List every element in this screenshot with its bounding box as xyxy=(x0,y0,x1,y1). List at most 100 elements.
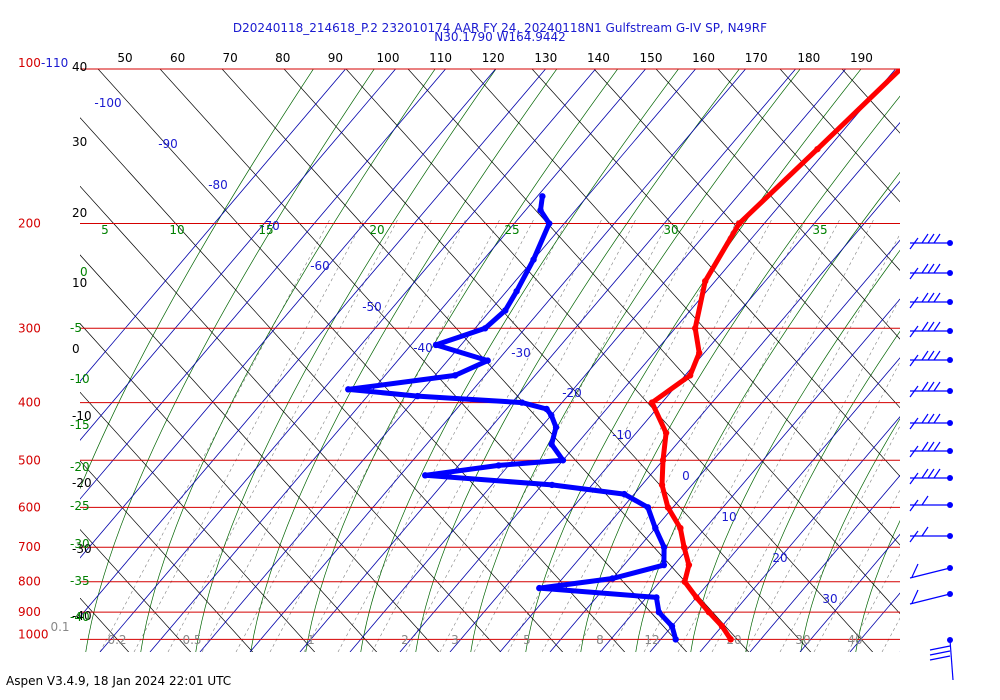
mixing-ratio-label: 30 xyxy=(795,633,810,647)
temperature-point xyxy=(664,504,672,511)
wind-barb-flag xyxy=(909,385,919,398)
moist-label: -30 xyxy=(70,537,90,551)
moist-adiabat-line xyxy=(525,69,862,652)
moist-adiabat-line xyxy=(800,418,900,652)
theta-label: 20 xyxy=(369,223,384,237)
mixing-ratio-line xyxy=(575,218,807,652)
wind-barb xyxy=(909,233,953,250)
top-axis-label: 180 xyxy=(797,51,820,65)
height-label: -10 xyxy=(72,409,92,423)
dewpoint-point xyxy=(672,636,679,643)
mixing-ratio-label: 1 xyxy=(307,633,315,647)
temperature-point xyxy=(718,622,726,630)
dewpoint-point xyxy=(502,307,509,314)
dry-adiabat-line xyxy=(779,69,900,203)
dewpoint-point xyxy=(652,524,659,532)
mixing-ratio-label: 0.5 xyxy=(182,633,201,647)
mixing-ratio-line xyxy=(405,218,637,652)
isotherm-line xyxy=(349,69,846,652)
dewpoint-point xyxy=(548,412,555,419)
wind-barb-feather xyxy=(921,350,929,361)
mixing-ratio-line xyxy=(745,361,900,652)
temperature-point xyxy=(693,594,700,601)
height-label: 40 xyxy=(72,60,87,74)
top-axis-label: 150 xyxy=(640,51,663,65)
dry-adiabat-line xyxy=(593,69,900,409)
temperature-point xyxy=(736,220,743,227)
moist-adiabat-line xyxy=(855,520,900,652)
isotherm-line xyxy=(699,416,900,652)
wind-barb xyxy=(909,292,953,309)
wind-barb-feather xyxy=(921,233,929,244)
moist-label: -10 xyxy=(70,372,90,386)
wind-barb-dot xyxy=(947,420,953,426)
pressure-label: 200 xyxy=(18,216,41,230)
temperature-point xyxy=(659,457,667,464)
pressure-label: 400 xyxy=(18,396,41,410)
moist-adiabat-line xyxy=(305,69,619,652)
wind-barb-feather xyxy=(927,413,935,424)
wind-barb-feather xyxy=(927,233,935,244)
theta-label: 35 xyxy=(812,223,827,237)
moist-label: 0 xyxy=(80,265,88,279)
dewpoint-point xyxy=(546,220,553,227)
wind-barb-dot xyxy=(947,502,953,508)
height-label: 10 xyxy=(72,276,87,290)
top-axis-label: 140 xyxy=(587,51,610,65)
top-axis-label: 120 xyxy=(482,51,505,65)
wind-barb-feather xyxy=(927,263,935,274)
top-axis-label: 110 xyxy=(429,51,452,65)
dry-adiabat-line xyxy=(469,69,900,546)
moist-adiabat-line xyxy=(415,69,740,652)
dry-adiabat-line xyxy=(655,69,900,340)
temperature-point xyxy=(702,277,709,285)
isotherm-label: -50 xyxy=(362,300,382,314)
mixing-ratio-line xyxy=(507,218,739,652)
isotherm-line xyxy=(649,357,900,652)
mixing-ratio-line xyxy=(541,218,773,652)
mixing-ratio-line xyxy=(677,233,900,652)
mixing-ratio-line xyxy=(99,218,331,652)
moist-adiabat-line xyxy=(85,69,375,652)
mixing-ratio-line xyxy=(133,218,365,652)
height-label: 30 xyxy=(72,135,87,149)
wind-barb xyxy=(909,321,953,338)
pressure-label: 600 xyxy=(18,500,41,514)
theta-label: 5 xyxy=(101,223,109,237)
isotherm-label: -60 xyxy=(310,259,330,273)
wind-barb xyxy=(909,381,953,398)
dry-adiabat-line xyxy=(80,323,378,652)
pressure-label: 900 xyxy=(18,605,41,619)
isotherm-line xyxy=(80,69,546,618)
theta-label: 25 xyxy=(504,223,519,237)
temperature-point xyxy=(897,69,900,73)
wind-barb xyxy=(909,468,953,485)
wind-barb-feather xyxy=(929,645,951,651)
wind-barb-dot xyxy=(947,240,953,246)
wind-barb-shaft xyxy=(949,639,954,681)
height-label: -30 xyxy=(72,542,92,556)
isotherm-line xyxy=(199,69,696,652)
dry-adiabat-line xyxy=(80,254,440,652)
wind-barb xyxy=(929,637,954,681)
dry-adiabat-line xyxy=(407,69,900,615)
wind-barb-flag xyxy=(909,472,919,485)
dry-adiabat-line xyxy=(80,117,564,652)
wind-barb-dot xyxy=(947,533,953,539)
pressure-label: 300 xyxy=(18,321,41,335)
isotherm-line xyxy=(749,474,900,652)
isotherm-label: 20 xyxy=(772,551,787,565)
dewpoint-point xyxy=(530,256,537,263)
isotherm-label: -20 xyxy=(562,386,582,400)
temperature-point xyxy=(696,349,703,357)
isotherm-label: 10 xyxy=(721,510,736,524)
height-label: -40 xyxy=(72,609,92,623)
wind-barb-dot xyxy=(947,299,953,305)
wind-barb xyxy=(909,589,953,605)
mixing-ratio-line xyxy=(643,218,875,652)
moist-label: -5 xyxy=(70,321,82,335)
dry-adiabat-line xyxy=(80,185,502,652)
isotherm-label: -30 xyxy=(511,346,531,360)
wind-barb-dot xyxy=(947,591,953,597)
isotherm-label: -80 xyxy=(208,178,228,192)
